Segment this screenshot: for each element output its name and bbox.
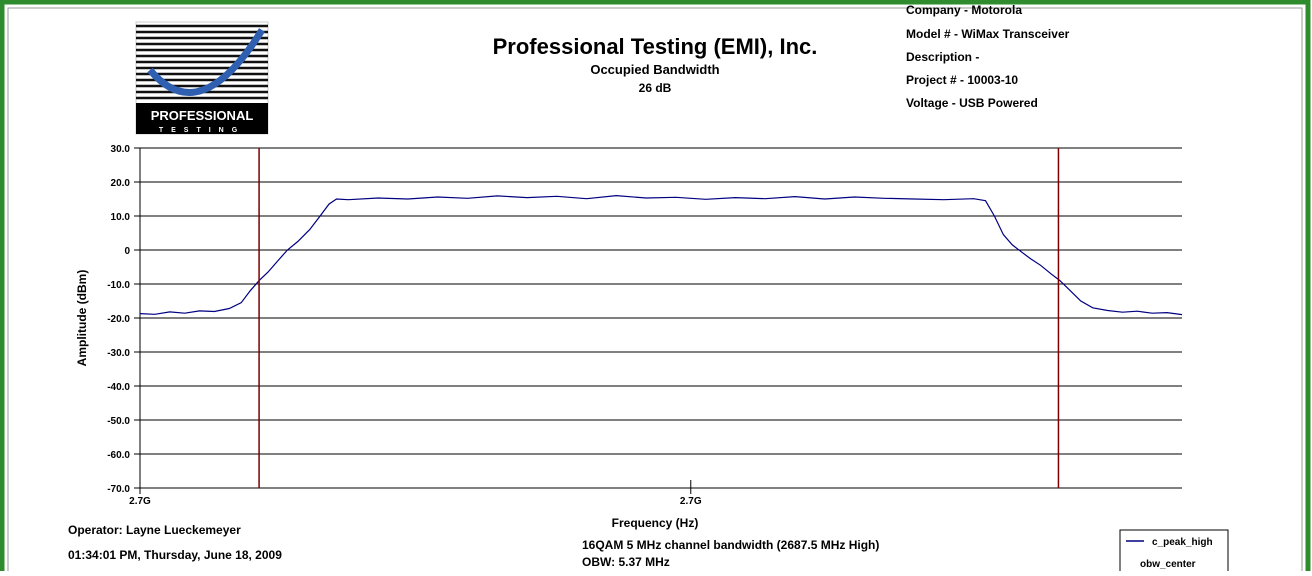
logo: PROFESSIONAL TESTING: [135, 21, 269, 135]
logo-band: [136, 103, 268, 134]
y-tick-label: 30.0: [111, 144, 131, 155]
trace: [139, 194, 1183, 316]
y-tick-label: -30.0: [107, 348, 130, 359]
obw-result: OBW: 5.37 MHz: [582, 555, 670, 569]
x-tick-label: 2.7G: [680, 496, 702, 507]
info-line: Voltage - USB Powered: [906, 96, 1038, 110]
y-tick-label: -60.0: [107, 450, 130, 461]
legend-label: obw_center: [1140, 559, 1196, 570]
y-tick-label: -10.0: [107, 280, 130, 291]
y-tick-label: -70.0: [107, 484, 130, 495]
timestamp: 01:34:01 PM, Thursday, June 18, 2009: [68, 548, 282, 562]
test-name: Occupied Bandwidth: [590, 62, 719, 77]
legend-box: [1119, 529, 1229, 576]
y-tick-label: 10.0: [111, 212, 131, 223]
y-tick-label: 20.0: [111, 178, 131, 189]
y-tick-label: -40.0: [107, 382, 130, 393]
y-tick-label: -20.0: [107, 314, 130, 325]
x-tick-label: 2.7G: [129, 496, 151, 507]
info-line: Model # - WiMax Transceiver: [906, 27, 1070, 41]
test-note: 16QAM 5 MHz channel bandwidth (2687.5 MH…: [582, 538, 879, 552]
inner-frame: [7, 7, 1303, 576]
logo-subtext: TESTING: [159, 127, 245, 134]
test-level: 26 dB: [639, 81, 672, 95]
operator: Operator: Layne Lueckemeyer: [68, 523, 241, 537]
y-tick-label: 0: [124, 246, 130, 257]
y-axis-title: Amplitude (dBm): [75, 270, 89, 367]
y-tick-label: -50.0: [107, 416, 130, 427]
logo-arc: [147, 28, 265, 96]
legend-label: c_peak_high: [1152, 537, 1213, 548]
logo-text: PROFESSIONAL: [151, 108, 254, 123]
info-line: Company - Motorola: [906, 3, 1022, 17]
x-axis-title: Frequency (Hz): [612, 516, 699, 530]
company-title: Professional Testing (EMI), Inc.: [493, 34, 818, 59]
info-line: Project # - 10003-10: [906, 73, 1018, 87]
info-line: Description -: [906, 50, 979, 64]
